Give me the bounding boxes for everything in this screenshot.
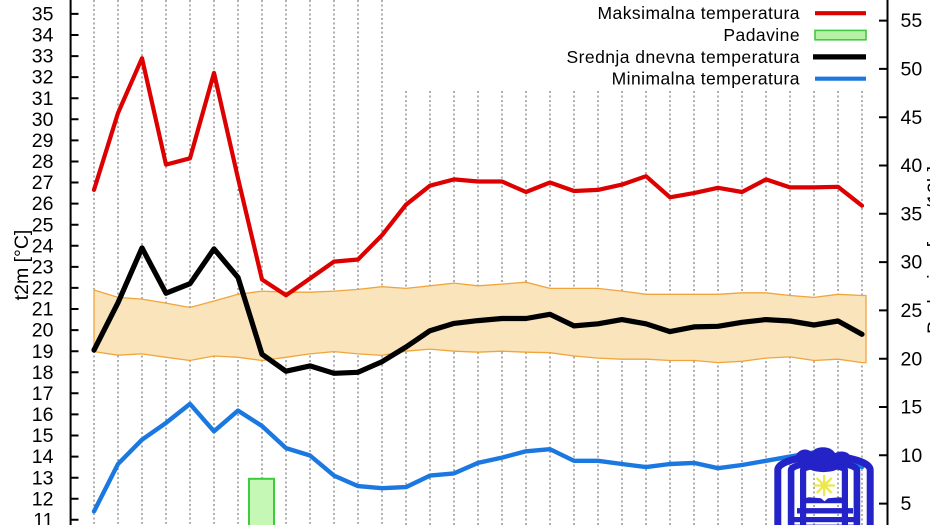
svg-text:31: 31 <box>32 88 54 110</box>
svg-text:21: 21 <box>32 299 54 321</box>
svg-text:Minimalna temperatura: Minimalna temperatura <box>612 69 800 89</box>
svg-text:30: 30 <box>32 109 54 131</box>
svg-text:23: 23 <box>32 257 54 279</box>
svg-text:18: 18 <box>32 362 54 384</box>
svg-text:33: 33 <box>32 46 54 68</box>
svg-text:55: 55 <box>901 10 923 32</box>
svg-text:29: 29 <box>32 130 54 152</box>
svg-text:Srednja dnevna temperatura: Srednja dnevna temperatura <box>566 47 800 67</box>
svg-text:22: 22 <box>32 278 54 300</box>
svg-text:27: 27 <box>32 172 54 194</box>
svg-text:35: 35 <box>32 4 54 26</box>
svg-text:34: 34 <box>32 25 54 47</box>
svg-text:11: 11 <box>33 509 53 525</box>
svg-text:12: 12 <box>32 488 54 510</box>
svg-text:t2m [°C]: t2m [°C] <box>11 230 33 301</box>
svg-text:14: 14 <box>32 446 54 468</box>
svg-text:5: 5 <box>901 493 912 515</box>
svg-text:32: 32 <box>32 67 54 89</box>
svg-text:10: 10 <box>901 445 923 467</box>
svg-text:Padavine [mm/12h]: Padavine [mm/12h] <box>924 166 930 334</box>
svg-text:20: 20 <box>901 348 923 370</box>
svg-text:26: 26 <box>32 193 54 215</box>
svg-text:25: 25 <box>901 300 923 322</box>
svg-text:13: 13 <box>32 467 54 489</box>
svg-text:16: 16 <box>32 404 54 426</box>
svg-text:24: 24 <box>32 235 54 257</box>
svg-text:50: 50 <box>901 59 923 81</box>
svg-text:30: 30 <box>901 252 923 274</box>
svg-text:19: 19 <box>32 341 54 363</box>
svg-text:15: 15 <box>901 397 923 419</box>
svg-text:Padavine: Padavine <box>723 25 800 45</box>
svg-text:45: 45 <box>901 107 923 129</box>
svg-text:17: 17 <box>32 383 54 405</box>
svg-text:20: 20 <box>32 320 54 342</box>
svg-text:25: 25 <box>32 214 54 236</box>
svg-text:28: 28 <box>32 151 54 173</box>
svg-text:Maksimalna temperatura: Maksimalna temperatura <box>598 3 800 23</box>
svg-text:35: 35 <box>901 203 923 225</box>
svg-text:40: 40 <box>901 155 923 177</box>
svg-text:15: 15 <box>32 425 54 447</box>
